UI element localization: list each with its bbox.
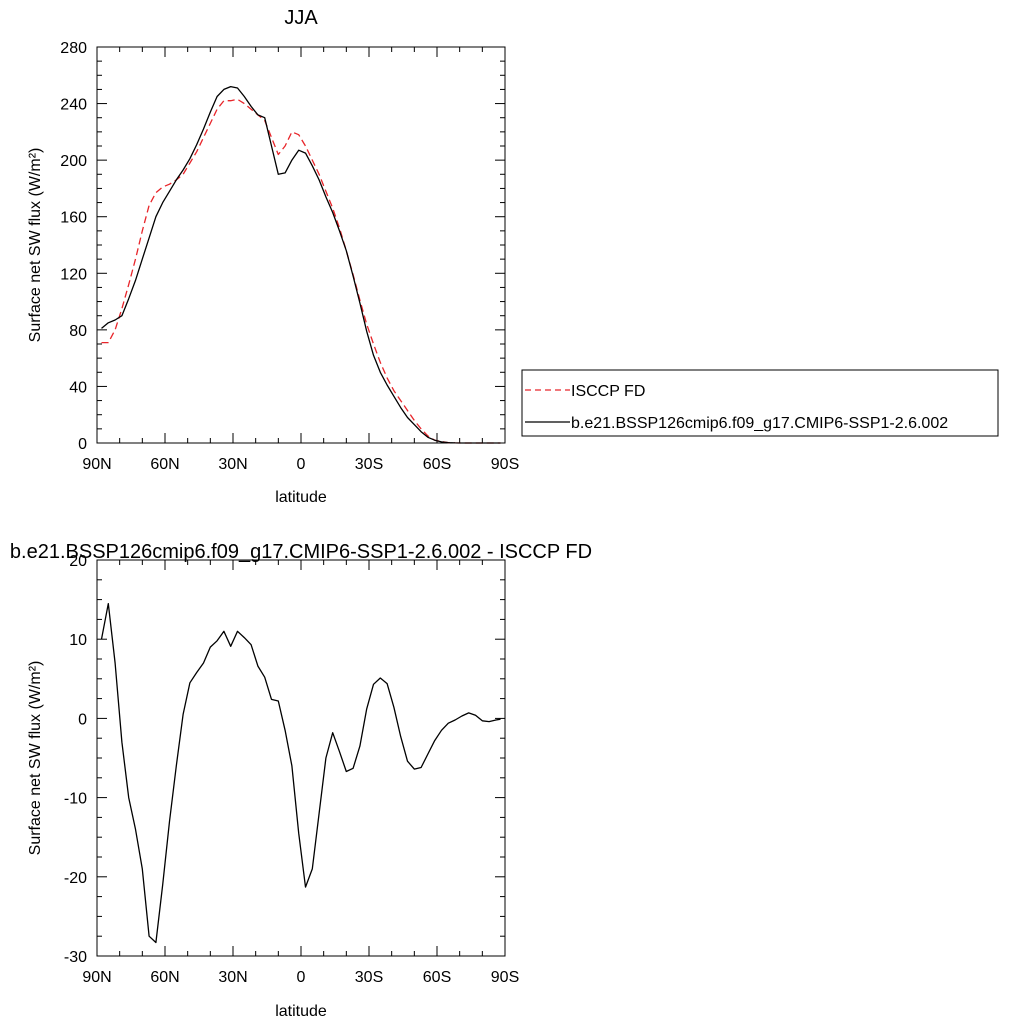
top-x-label: latitude (275, 489, 327, 506)
x-tick-label: 60S (423, 456, 451, 473)
top-x-axis: 90N 60N 30N 0 30S 60S 90S (82, 47, 519, 473)
series-line-2 (101, 85, 501, 444)
bottom-x-label: latitude (275, 1003, 327, 1020)
bottom-title: b.e21.BSSP126cmip6.f09_g17.CMIP6-SSP1-2.… (10, 541, 592, 563)
panel-top: JJA 90N 60N 30N 0 30S 60S 90S 0 40 80 120 160 200 24… (27, 7, 999, 506)
y-tick-label: -30 (64, 949, 87, 966)
x-tick-label: 60S (423, 969, 451, 986)
x-tick-label: 90N (82, 456, 111, 473)
top-y-label: Surface net SW flux (W/m²) (27, 148, 44, 343)
x-tick-label: 30N (218, 969, 247, 986)
y-tick-label: 10 (69, 632, 87, 649)
y-tick-label: 120 (60, 266, 87, 283)
x-tick-label: 60N (150, 969, 179, 986)
x-tick-label: 90N (82, 969, 111, 986)
top-y-axis: 0 40 80 120 160 200 240 280 (60, 40, 505, 453)
bottom-series (100, 602, 501, 944)
top-plot-frame (96, 46, 506, 444)
y-tick-label: -20 (64, 870, 87, 887)
x-tick-label: 90S (491, 456, 519, 473)
y-tick-label: 0 (78, 711, 87, 728)
legend-label-model: b.e21.BSSP126cmip6.f09_g17.CMIP6-SSP1-2.… (571, 415, 948, 432)
legend-box (521, 369, 999, 437)
x-tick-label: 30N (218, 456, 247, 473)
y-tick-label: 280 (60, 40, 87, 57)
bottom-y-label: Surface net SW flux (W/m²) (27, 661, 44, 856)
series-line-1 (100, 602, 501, 944)
x-tick-label: 0 (297, 456, 306, 473)
x-tick-label: 0 (297, 969, 306, 986)
legend-label-isccp: ISCCP FD (571, 383, 645, 400)
y-tick-label: 80 (69, 323, 87, 340)
x-tick-label: 60N (150, 456, 179, 473)
y-tick-label: 40 (69, 379, 87, 396)
panel-bottom: b.e21.BSSP126cmip6.f09_g17.CMIP6-SSP1-2.… (10, 541, 592, 1020)
y-tick-label: -10 (64, 791, 87, 808)
y-tick-label: 200 (60, 153, 87, 170)
x-tick-label: 90S (491, 969, 519, 986)
x-tick-label: 30S (355, 456, 383, 473)
y-tick-label: 0 (78, 436, 87, 453)
bottom-plot-frame (96, 559, 506, 957)
x-tick-label: 30S (355, 969, 383, 986)
top-series (101, 85, 501, 444)
bottom-x-axis: 90N 60N 30N 0 30S 60S 90S (82, 560, 519, 986)
y-tick-label: 160 (60, 210, 87, 227)
y-tick-label: 20 (69, 553, 87, 570)
bottom-y-axis: -30 -20 -10 0 10 20 (64, 553, 505, 966)
top-title: JJA (284, 7, 318, 29)
y-tick-label: 240 (60, 97, 87, 114)
legend: ISCCP FD b.e21.BSSP126cmip6.f09_g17.CMIP… (521, 369, 999, 437)
